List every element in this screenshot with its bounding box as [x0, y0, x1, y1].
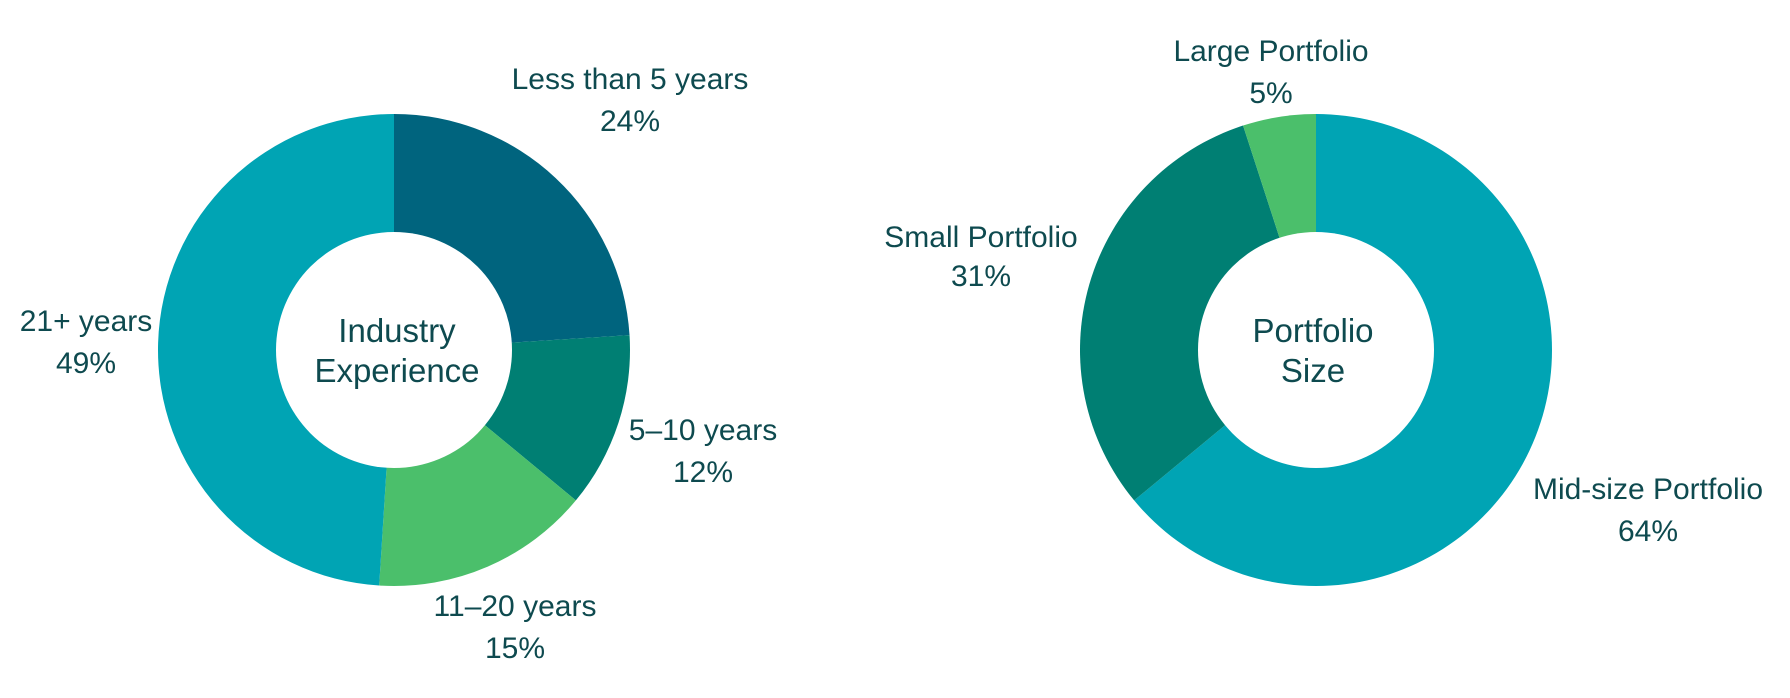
slice-label-less-than-5: Less than 5 years [512, 63, 749, 96]
slice-21-years [157, 114, 394, 586]
donut-hole [1198, 232, 1434, 468]
industry-experience-donut: Industry Experience Less than 5 years 24… [20, 63, 778, 665]
slice-label-21-plus: 21+ years [20, 305, 153, 338]
donut-hole [276, 232, 512, 468]
slice-value-less-than-5: 24% [600, 105, 660, 138]
slice-label-11-20: 11–20 years [434, 590, 597, 623]
portfolio-size-donut: Portfolio Size Mid-size Portfolio 64% Sm… [884, 35, 1763, 586]
slice-label-small: Small Portfolio [884, 221, 1077, 254]
chart-title-line-1: Industry [338, 312, 456, 349]
slice-value-mid-size: 64% [1618, 515, 1678, 548]
slice-small-portfolio [1079, 125, 1316, 501]
slice-label-large: Large Portfolio [1173, 35, 1368, 68]
slice-value-11-20: 15% [485, 632, 545, 665]
chart-title-line-2: Experience [314, 352, 479, 389]
slice-label-5-10: 5–10 years [629, 414, 777, 447]
chart-title-line-2: Size [1281, 352, 1345, 389]
slice-value-small: 31% [951, 260, 1011, 293]
chart-title-line-1: Portfolio [1252, 312, 1373, 349]
slice-value-5-10: 12% [673, 456, 733, 489]
slice-value-large: 5% [1249, 77, 1292, 110]
slice-value-21-plus: 49% [56, 347, 116, 380]
slice-label-mid-size: Mid-size Portfolio [1533, 473, 1763, 506]
